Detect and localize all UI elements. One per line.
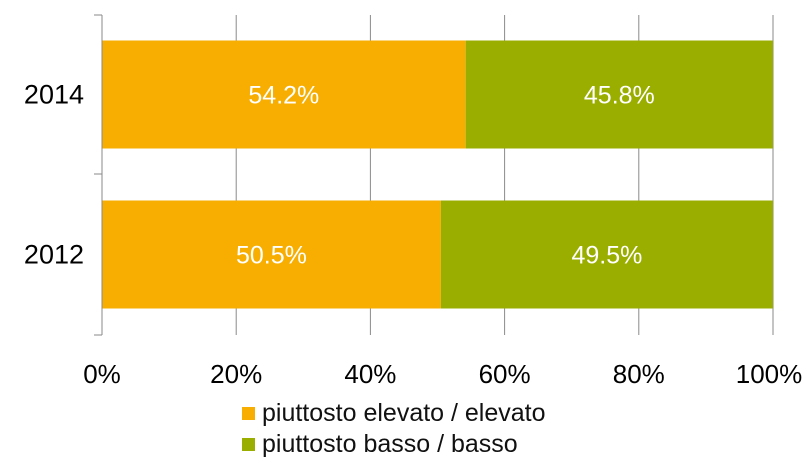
bar-segment bbox=[102, 200, 441, 309]
bars bbox=[102, 40, 773, 309]
y-tick-label: 2014 bbox=[24, 80, 84, 110]
bar-segment bbox=[440, 200, 773, 309]
x-tick-label: 100% bbox=[736, 359, 803, 389]
axes: 2014 2012 0% 20% 40% 60% 80% 100% bbox=[24, 14, 803, 389]
data-label: 54.2% bbox=[248, 82, 319, 110]
legend-item-series-2: piuttosto basso / basso bbox=[242, 429, 546, 460]
data-label: 45.8% bbox=[584, 82, 655, 110]
data-labels: 54.2% 45.8% 50.5% 49.5% bbox=[236, 82, 655, 270]
x-tick-label: 80% bbox=[613, 359, 665, 389]
legend-item-series-1: piuttosto elevato / elevato bbox=[242, 398, 546, 429]
legend-label-series-2: piuttosto basso / basso bbox=[262, 430, 518, 458]
legend-swatch-series-2 bbox=[242, 438, 255, 451]
data-label: 50.5% bbox=[236, 242, 307, 270]
bar-segment bbox=[465, 40, 773, 149]
data-label: 49.5% bbox=[571, 242, 642, 270]
legend-swatch-series-1 bbox=[242, 407, 255, 420]
x-tick-label: 40% bbox=[344, 359, 396, 389]
x-tick-label: 0% bbox=[83, 359, 121, 389]
bar-segment bbox=[102, 40, 466, 149]
legend-label-series-1: piuttosto elevato / elevato bbox=[262, 399, 546, 427]
y-tick-label: 2012 bbox=[24, 240, 84, 270]
x-tick-label: 20% bbox=[210, 359, 262, 389]
x-tick-label: 60% bbox=[479, 359, 531, 389]
legend: piuttosto elevato / elevato piuttosto ba… bbox=[242, 398, 546, 460]
